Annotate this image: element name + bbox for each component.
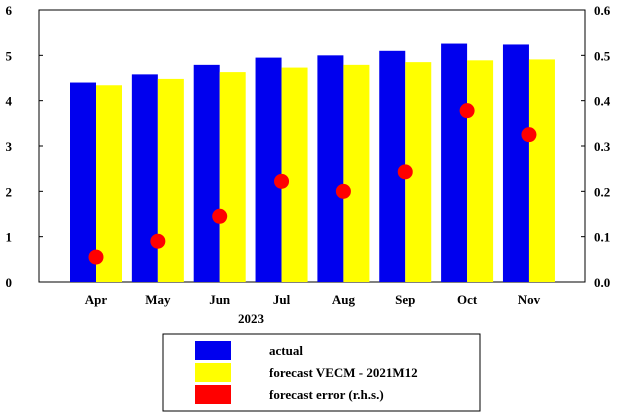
- right-tick-label: 0.2: [594, 184, 610, 199]
- left-tick-label: 1: [6, 230, 13, 245]
- bar-actual: [255, 57, 282, 282]
- right-tick-label: 0.4: [594, 94, 611, 109]
- left-y-axis: 0 1 2 3 4 5 6: [6, 3, 43, 290]
- x-tick-label: Sep: [395, 292, 415, 307]
- x-tick-label: Oct: [457, 292, 478, 307]
- point-forecast-error: [212, 208, 228, 224]
- point-forecast-error: [335, 183, 351, 199]
- right-y-axis: 0.0 0.1 0.2 0.3 0.4 0.5 0.6: [581, 3, 611, 290]
- x-axis: Apr May Jun Jul Aug Sep Oct Nov: [85, 292, 541, 307]
- right-tick-label: 0.5: [594, 48, 611, 63]
- point-forecast-error: [88, 249, 104, 265]
- legend-swatch: [195, 363, 231, 382]
- point-forecast-error: [150, 233, 166, 249]
- bar-actual: [441, 43, 468, 283]
- x-tick-label: Aug: [332, 292, 356, 307]
- right-tick-label: 0.0: [594, 275, 610, 290]
- bar-forecast: [96, 85, 122, 283]
- bar-actual: [193, 64, 220, 282]
- plot-area: [38, 9, 586, 283]
- bar-forecast: [528, 59, 555, 283]
- x-group-label: 2023: [238, 311, 265, 326]
- point-forecast-error: [397, 164, 413, 180]
- point-forecast-error: [521, 127, 537, 143]
- legend-label: forecast VECM - 2021M12: [269, 365, 418, 380]
- x-tick-label: Jun: [209, 292, 231, 307]
- x-tick-label: Apr: [85, 292, 108, 307]
- point-forecast-error: [459, 103, 475, 119]
- legend-label: forecast error (r.h.s.): [269, 387, 384, 402]
- bar-forecast: [343, 64, 370, 282]
- bar-forecast: [467, 60, 494, 282]
- bar-actual: [131, 74, 158, 282]
- legend-swatch: [195, 385, 231, 404]
- left-tick-label: 4: [6, 94, 13, 109]
- left-tick-label: 3: [6, 139, 13, 154]
- x-tick-label: May: [145, 292, 171, 307]
- left-tick-label: 6: [6, 3, 13, 18]
- plot-frame: [38, 9, 586, 283]
- x-tick-label: Nov: [518, 292, 541, 307]
- bar-actual: [502, 44, 529, 282]
- right-tick-label: 0.1: [594, 230, 610, 245]
- bar-actual: [70, 82, 96, 283]
- legend-label: actual: [269, 343, 303, 358]
- bar-forecast: [219, 72, 246, 283]
- right-tick-label: 0.3: [594, 139, 611, 154]
- left-tick-label: 2: [6, 184, 13, 199]
- point-forecast-error: [274, 173, 290, 189]
- left-tick-label: 0: [6, 275, 13, 290]
- bar-actual: [317, 55, 344, 283]
- legend-swatch: [195, 341, 231, 360]
- legend: actual forecast VECM - 2021M12 forecast er…: [162, 333, 481, 412]
- bar-forecast: [281, 67, 308, 282]
- bar-forecast: [157, 78, 184, 282]
- left-tick-label: 5: [6, 48, 13, 63]
- right-tick-label: 0.6: [594, 3, 611, 18]
- x-tick-label: Jul: [273, 292, 291, 307]
